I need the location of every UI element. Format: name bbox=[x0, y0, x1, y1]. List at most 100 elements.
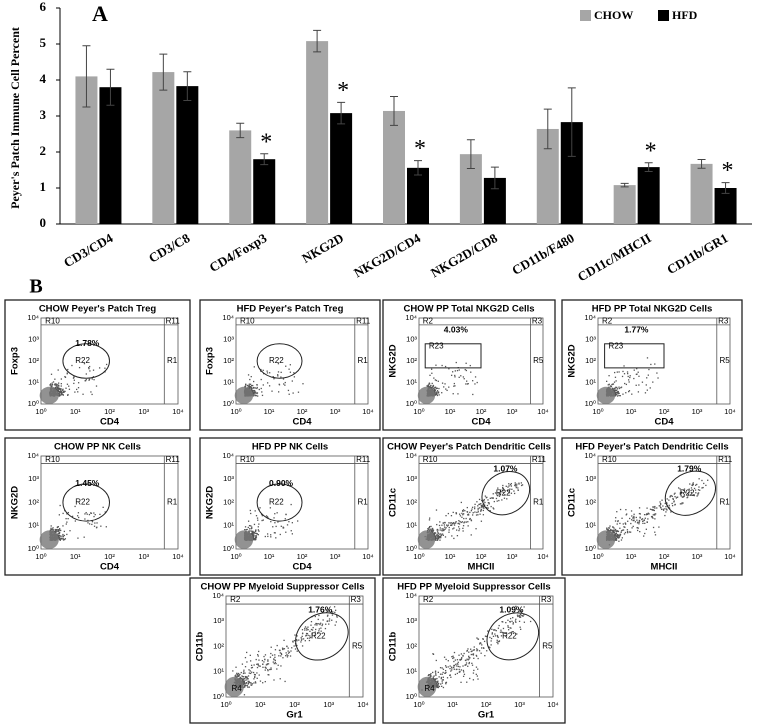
event-dot bbox=[442, 529, 445, 532]
bar bbox=[560, 122, 583, 224]
event-dot bbox=[334, 611, 336, 614]
event-dot bbox=[444, 536, 447, 538]
event-dot bbox=[633, 515, 635, 518]
event-dot bbox=[435, 674, 437, 676]
event-dot bbox=[626, 532, 629, 534]
x-axis-label: CD4 bbox=[654, 417, 674, 428]
event-dot bbox=[446, 525, 449, 527]
event-dot bbox=[242, 683, 245, 686]
event-dot bbox=[652, 517, 654, 519]
event-dot bbox=[484, 655, 486, 657]
event-dot bbox=[266, 372, 269, 374]
event-dot bbox=[487, 507, 489, 509]
error-bar bbox=[260, 153, 269, 166]
event-dot bbox=[458, 523, 461, 525]
event-dot bbox=[468, 661, 471, 664]
event-dot bbox=[52, 530, 54, 532]
event-dot bbox=[462, 525, 465, 527]
event-dot bbox=[430, 528, 432, 530]
event-dot bbox=[677, 487, 680, 489]
gate-percent: 0.90% bbox=[269, 478, 294, 488]
bar bbox=[99, 87, 122, 224]
event-dot bbox=[276, 644, 278, 647]
event-dot bbox=[76, 515, 79, 517]
event-dot bbox=[451, 535, 453, 537]
event-dot bbox=[58, 390, 60, 393]
event-dot bbox=[66, 521, 68, 523]
y-tick-label: 10⁰ bbox=[223, 399, 234, 408]
event-dot bbox=[436, 539, 439, 541]
event-dot bbox=[316, 624, 318, 626]
event-dot bbox=[520, 610, 522, 612]
event-dot bbox=[626, 529, 629, 531]
gate-percent: 1.76% bbox=[308, 604, 333, 614]
event-dot bbox=[258, 665, 260, 667]
event-dot bbox=[254, 510, 256, 512]
event-dot bbox=[689, 483, 691, 485]
event-dot bbox=[54, 528, 56, 531]
event-dot bbox=[328, 618, 331, 620]
plot-title: HFD PP Total NKG2D Cells bbox=[592, 304, 713, 315]
x-tick-label: CD3/C8 bbox=[146, 230, 193, 266]
event-dot bbox=[696, 483, 698, 486]
event-dot bbox=[494, 629, 496, 631]
event-dot bbox=[635, 516, 637, 519]
event-dot bbox=[452, 655, 454, 657]
event-dot bbox=[638, 512, 641, 515]
event-dot bbox=[314, 634, 316, 637]
event-dot bbox=[445, 682, 447, 684]
gate-label: R11 bbox=[718, 455, 733, 464]
event-dot bbox=[301, 638, 303, 640]
bar bbox=[330, 113, 353, 224]
chart-title: A bbox=[92, 1, 108, 26]
event-dot bbox=[248, 672, 250, 674]
y-tick-label: 10⁴ bbox=[584, 313, 596, 322]
event-dot bbox=[264, 654, 267, 656]
event-dot bbox=[59, 388, 61, 390]
event-dot bbox=[66, 372, 68, 374]
y-tick-label: 10² bbox=[406, 641, 417, 650]
event-dot bbox=[613, 529, 616, 531]
event-dot bbox=[55, 383, 57, 385]
event-dot bbox=[483, 498, 485, 501]
event-dot bbox=[253, 531, 255, 534]
event-dot bbox=[651, 508, 653, 511]
event-dot bbox=[503, 497, 506, 499]
event-dot bbox=[428, 385, 430, 387]
event-dot bbox=[296, 640, 298, 642]
y-tick-label: 10⁰ bbox=[213, 692, 224, 701]
event-dot bbox=[284, 384, 286, 386]
gate bbox=[256, 483, 303, 522]
event-dot bbox=[635, 384, 637, 386]
event-dot bbox=[287, 654, 289, 657]
event-dot bbox=[57, 534, 59, 537]
event-dot bbox=[620, 531, 622, 533]
event-dot bbox=[493, 629, 495, 631]
event-dot bbox=[671, 502, 673, 505]
event-dot bbox=[490, 644, 492, 646]
x-tick-label: 10⁰ bbox=[220, 700, 231, 709]
event-dot bbox=[445, 527, 447, 529]
event-dot bbox=[497, 492, 500, 494]
event-dot bbox=[489, 646, 491, 649]
event-dot bbox=[331, 619, 333, 621]
event-dot bbox=[104, 367, 106, 369]
event-dot bbox=[279, 678, 281, 680]
event-dot bbox=[432, 678, 435, 680]
event-dot bbox=[261, 394, 264, 397]
event-dot bbox=[615, 517, 617, 519]
event-dot bbox=[95, 527, 98, 529]
event-dot bbox=[616, 392, 618, 394]
x-tick-label: NKG2D/CD8 bbox=[428, 230, 500, 280]
event-dot bbox=[65, 517, 67, 520]
x-tick-label: 10⁴ bbox=[547, 700, 559, 709]
event-dot bbox=[453, 524, 456, 526]
gate-label: R22 bbox=[680, 488, 695, 497]
y-tick-label: 10² bbox=[585, 497, 596, 506]
event-dot bbox=[289, 371, 292, 373]
event-dot bbox=[304, 627, 306, 630]
event-dot bbox=[241, 679, 243, 681]
y-axis-label: CD11c bbox=[567, 488, 578, 517]
event-dot bbox=[426, 385, 428, 388]
event-dot bbox=[252, 534, 254, 537]
